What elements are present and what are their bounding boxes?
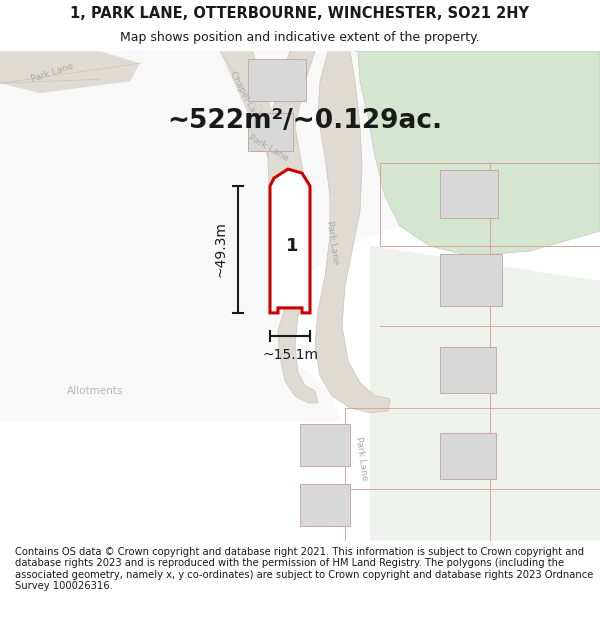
Text: Chapel La.: Chapel La. — [228, 70, 258, 116]
Bar — [440, 432, 496, 479]
Text: 1: 1 — [286, 237, 298, 255]
Bar — [248, 59, 306, 101]
Text: Park Lane: Park Lane — [325, 221, 341, 266]
Polygon shape — [268, 51, 390, 413]
Bar — [300, 484, 350, 526]
Bar — [440, 347, 496, 393]
Text: Park Lane: Park Lane — [355, 436, 370, 481]
Polygon shape — [0, 51, 600, 421]
Bar — [248, 113, 293, 151]
Text: 1, PARK LANE, OTTERBOURNE, WINCHESTER, SO21 2HY: 1, PARK LANE, OTTERBOURNE, WINCHESTER, S… — [71, 6, 530, 21]
Text: ~49.3m: ~49.3m — [213, 221, 227, 278]
Polygon shape — [355, 51, 600, 256]
Text: Allotments: Allotments — [67, 386, 123, 396]
PathPatch shape — [270, 169, 310, 313]
Text: Park Lane: Park Lane — [247, 133, 289, 163]
Bar — [440, 254, 502, 306]
Polygon shape — [220, 51, 285, 158]
Text: Contains OS data © Crown copyright and database right 2021. This information is : Contains OS data © Crown copyright and d… — [15, 546, 593, 591]
Text: ~15.1m: ~15.1m — [262, 348, 318, 362]
Bar — [300, 424, 350, 466]
Text: ~522m²/~0.129ac.: ~522m²/~0.129ac. — [167, 108, 443, 134]
Text: Park Lane: Park Lane — [29, 62, 74, 84]
Polygon shape — [370, 246, 600, 541]
Bar — [440, 170, 498, 218]
Polygon shape — [0, 51, 140, 93]
Text: Map shows position and indicative extent of the property.: Map shows position and indicative extent… — [120, 31, 480, 44]
